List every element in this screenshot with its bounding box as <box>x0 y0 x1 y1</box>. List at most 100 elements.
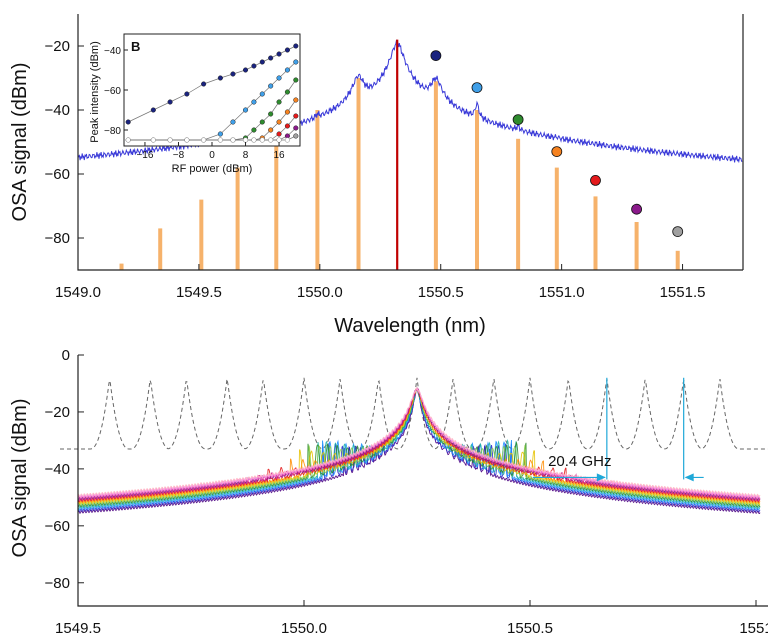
inset-data-point <box>150 137 156 143</box>
fsr-annotation: 20.4 GHz <box>532 377 704 482</box>
model-bar <box>554 167 559 270</box>
inset-data-point <box>268 127 274 133</box>
inset-y-axis-label: Peak intensity (dBm) <box>89 41 101 142</box>
inset-data-point <box>201 81 207 87</box>
resonator-transmission-line <box>60 377 768 450</box>
inset-data-point <box>276 137 282 143</box>
inset-data-point <box>242 107 249 113</box>
y-tick-label: −40 <box>45 102 70 119</box>
x-tick-label: 1549.5 <box>55 620 101 637</box>
inset-data-point <box>125 137 131 143</box>
inset-x-tick-label: −8 <box>173 150 185 161</box>
resonator-transmission <box>60 377 768 450</box>
inset-x-tick-label: 16 <box>273 150 285 161</box>
inset-data-point <box>284 109 290 115</box>
y-tick-label: 0 <box>62 347 70 364</box>
inset-x-tick-label: 0 <box>209 150 215 161</box>
inset-data-point <box>268 137 274 143</box>
inset-x-axis-label: RF power (dBm) <box>172 163 253 175</box>
y-tick-label: −80 <box>45 230 70 247</box>
inset-data-point <box>167 99 173 105</box>
model-bar <box>634 222 639 270</box>
inset-data-point <box>242 137 249 143</box>
x-tick-label: 1550.0 <box>297 284 343 301</box>
inset-data-point <box>230 71 236 77</box>
inset-data-point <box>293 77 299 83</box>
comb-spectrum-line <box>78 387 761 501</box>
model-bar <box>356 78 361 270</box>
inset-data-point <box>293 125 299 131</box>
inset-data-point <box>276 75 282 81</box>
inset-data-point <box>284 137 290 143</box>
inset-data-point <box>259 119 265 125</box>
inset-data-point <box>259 59 265 65</box>
model-bar <box>235 167 240 270</box>
bottom-panel: 20.4 GHz 1549.5 1550.0 1550.5 1551 0 −20 −40 −… <box>9 347 768 637</box>
x-tick-label: 1551.5 <box>660 284 706 301</box>
inset-data-point <box>259 91 265 97</box>
sideband-marker <box>590 174 601 186</box>
bottom-y-ticks: 0 −20 −40 −60 −80 <box>45 347 84 592</box>
inset-y-ticks: −40 −60 −80 <box>104 46 128 137</box>
model-bar <box>315 110 320 270</box>
inset-data-point <box>251 137 257 143</box>
inset-data-point <box>217 75 223 81</box>
sideband-marker <box>631 203 642 215</box>
model-bar <box>433 81 438 270</box>
top-x-ticks: 1549.0 1549.5 1550.0 1550.5 1551.0 1551.5 <box>55 264 705 301</box>
inset-data-point <box>201 137 207 143</box>
top-y-ticks: −20 −40 −60 −80 <box>45 38 84 247</box>
model-bar <box>199 199 204 270</box>
top-y-axis-label: OSA signal (dBm) <box>9 63 31 222</box>
x-tick-label: 1549.5 <box>176 284 222 301</box>
inset-data-point <box>293 97 299 103</box>
sideband-marker <box>430 50 442 61</box>
inset-x-ticks: −16 −8 0 8 16 <box>136 142 285 161</box>
comb-spectrum-line <box>77 388 761 503</box>
comb-spectrum-line <box>77 387 761 499</box>
comb-spectrum-line <box>77 388 761 502</box>
y-tick-label: −20 <box>45 38 70 55</box>
inset-data-point <box>284 47 290 53</box>
sideband-marker <box>471 82 483 93</box>
inset-x-tick-label: 8 <box>243 150 249 161</box>
inset-data-point <box>268 111 274 117</box>
inset-x-tick-label: −16 <box>136 150 153 161</box>
inset-data-point <box>293 43 299 49</box>
sideband-marker <box>672 226 684 238</box>
comb-spectra <box>77 387 761 514</box>
model-bar <box>593 196 598 270</box>
inset-data-point <box>276 131 282 137</box>
inset-data-point <box>167 137 173 143</box>
inset-data-point <box>217 131 223 137</box>
inset-data-point <box>217 137 223 143</box>
inset-series <box>125 43 299 143</box>
inset-data-point <box>230 119 236 125</box>
inset-data-point <box>284 123 290 129</box>
inset-data-point <box>276 51 282 57</box>
inset-data-point <box>268 55 274 61</box>
model-bar <box>516 138 521 270</box>
top-x-axis-label: Wavelength (nm) <box>334 315 486 337</box>
x-tick-label: 1550.5 <box>418 284 464 301</box>
inset-data-point <box>251 127 257 133</box>
inset-data-point <box>268 83 274 89</box>
y-tick-label: −80 <box>45 575 70 592</box>
model-bar <box>675 250 680 270</box>
inset-data-point <box>184 137 190 143</box>
model-bars <box>119 78 680 270</box>
inset-data-point <box>184 91 190 97</box>
x-tick-label: 1551 <box>739 620 768 637</box>
inset-y-tick-label: −40 <box>104 46 121 57</box>
inset-y-tick-label: −80 <box>104 126 121 137</box>
inset-data-point <box>293 113 299 119</box>
x-tick-label: 1550.0 <box>281 620 327 637</box>
top-panel: 1549.0 1549.5 1550.0 1550.5 1551.0 1551.5 −20… <box>9 14 744 337</box>
comb-spectrum-line <box>77 387 761 498</box>
inset-data-point <box>125 119 131 125</box>
bottom-y-axis-label: OSA signal (dBm) <box>9 399 31 558</box>
inset-y-tick-label: −60 <box>104 86 121 97</box>
inset-data-point <box>293 133 299 139</box>
inset-data-point <box>276 99 282 105</box>
